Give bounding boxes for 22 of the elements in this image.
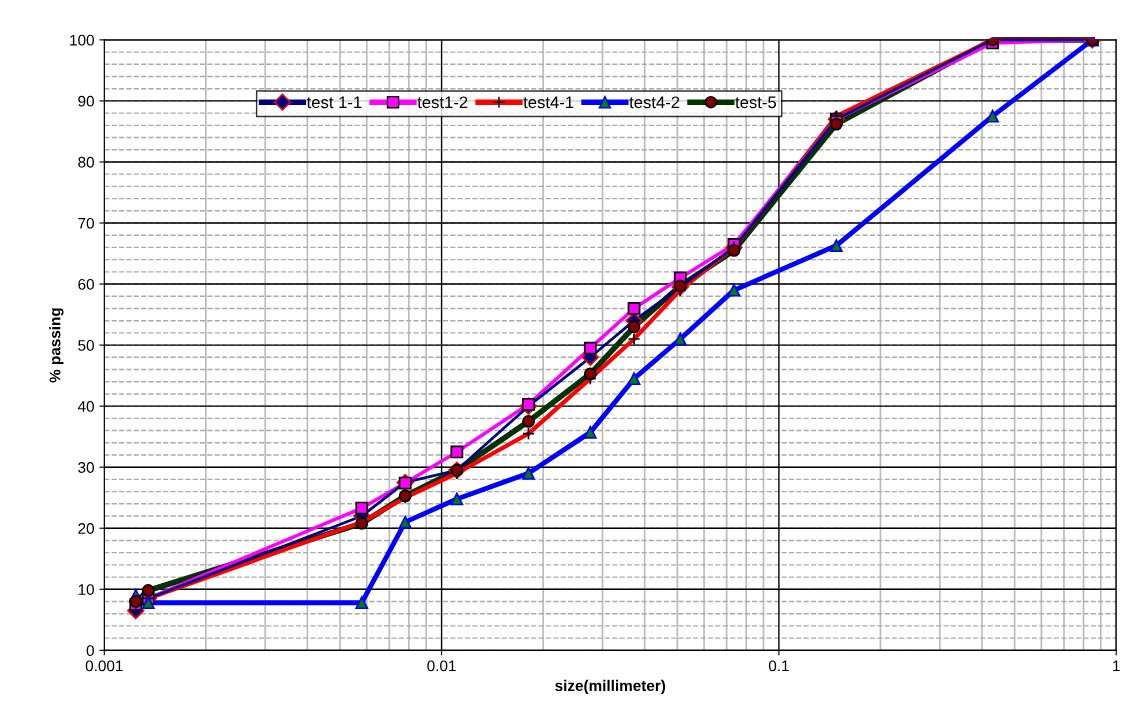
y-tick-label: 80	[78, 156, 94, 168]
y-tick-label: 0	[86, 645, 94, 657]
y-tick-label: 70	[78, 217, 94, 229]
x-tick-label: 1	[1113, 660, 1120, 672]
y-tick-label: 60	[78, 278, 94, 290]
x-tick-label: 0.01	[427, 660, 456, 672]
y-tick-label: 30	[78, 462, 94, 473]
y-axis-title: % passing	[49, 308, 64, 383]
y-tick-label: 90	[78, 95, 94, 107]
y-tick-label: 100	[70, 34, 94, 46]
legend-label: test1-2	[417, 96, 468, 109]
x-axis-title: size(millimeter)	[555, 679, 666, 695]
y-tick-label: 20	[78, 523, 94, 534]
y-tick-label: 50	[78, 339, 94, 351]
x-tick-label: 0.1	[768, 660, 789, 672]
legend-label: test 1-1	[306, 96, 362, 109]
y-tick-label: 10	[78, 584, 94, 595]
legend-label: test-5	[735, 96, 777, 109]
legend-label: test4-2	[629, 96, 680, 109]
legend-label: test4-1	[523, 96, 574, 109]
x-tick-label: 0.001	[85, 660, 123, 672]
y-tick-label: 40	[77, 401, 94, 412]
